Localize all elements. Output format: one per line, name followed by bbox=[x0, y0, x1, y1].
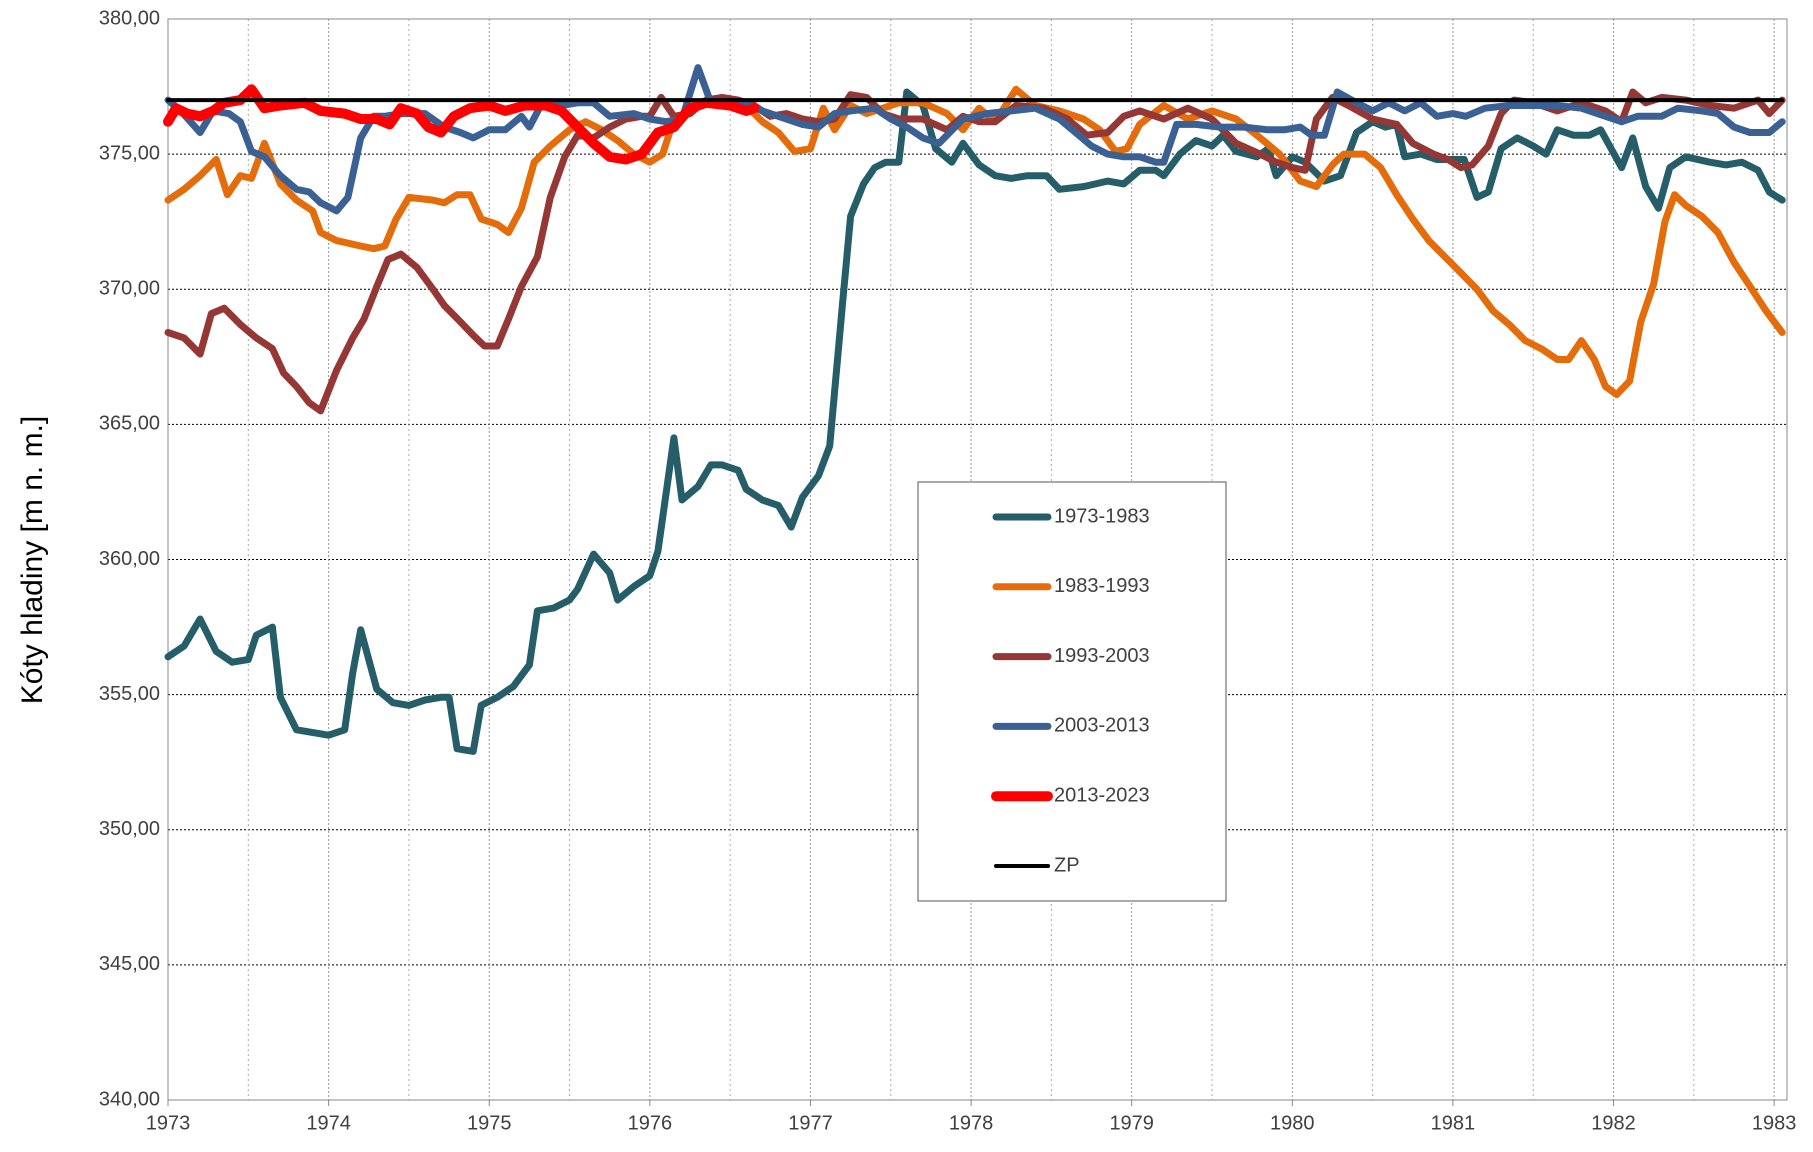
y-tick-label: 360,00 bbox=[99, 548, 160, 570]
x-tick-label: 1980 bbox=[1270, 1112, 1315, 1134]
x-tick-label: 1983 bbox=[1752, 1112, 1797, 1134]
x-tick-label: 1978 bbox=[949, 1112, 994, 1134]
legend-label: 1983-1993 bbox=[1054, 575, 1150, 597]
legend-label: ZP bbox=[1054, 854, 1080, 876]
y-tick-label: 370,00 bbox=[99, 278, 160, 300]
y-tick-label: 380,00 bbox=[99, 7, 160, 29]
y-tick-label: 350,00 bbox=[99, 818, 160, 840]
y-tick-label: 375,00 bbox=[99, 142, 160, 164]
series-line bbox=[164, 88, 1786, 755]
legend-label: 2013-2023 bbox=[1054, 784, 1150, 806]
legend-box bbox=[917, 481, 1227, 902]
x-tick-label: 1975 bbox=[467, 1112, 512, 1134]
y-tick-label: 345,00 bbox=[99, 953, 160, 975]
y-tick-label: 355,00 bbox=[99, 683, 160, 705]
plot-frame bbox=[167, 18, 1788, 1101]
series-line bbox=[163, 84, 760, 165]
x-tick-label: 1973 bbox=[146, 1112, 191, 1134]
y-tick-label: 365,00 bbox=[99, 413, 160, 435]
y-tick-label: 340,00 bbox=[99, 1088, 160, 1110]
legend-label: 1973-1983 bbox=[1054, 505, 1150, 527]
x-tick-label: 1979 bbox=[1109, 1112, 1154, 1134]
legend-label: 2003-2013 bbox=[1054, 715, 1150, 737]
x-tick-label: 1981 bbox=[1431, 1112, 1476, 1134]
x-tick-label: 1974 bbox=[306, 1112, 351, 1134]
x-tick-label: 1977 bbox=[788, 1112, 833, 1134]
series-line bbox=[164, 85, 1786, 399]
y-axis-label: Kóty hladiny [m n. m.] bbox=[16, 416, 49, 704]
series-line bbox=[164, 88, 1786, 415]
x-tick-label: 1976 bbox=[628, 1112, 673, 1134]
x-tick-label: 1982 bbox=[1591, 1112, 1636, 1134]
series-line bbox=[164, 64, 1786, 215]
legend-label: 1993-2003 bbox=[1054, 645, 1150, 667]
